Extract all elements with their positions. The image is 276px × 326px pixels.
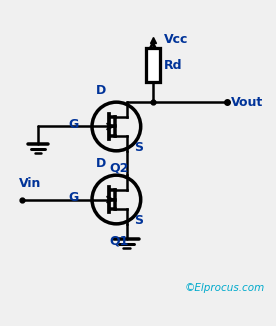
Text: Q2: Q2 (109, 162, 129, 175)
Text: S: S (135, 214, 144, 227)
Text: Vout: Vout (231, 96, 264, 109)
Text: Vin: Vin (19, 177, 41, 190)
Text: Vcc: Vcc (164, 34, 188, 46)
Text: D: D (95, 84, 106, 97)
Text: Rd: Rd (164, 59, 182, 72)
Text: ©Elprocus.com: ©Elprocus.com (185, 283, 265, 293)
Text: G: G (69, 118, 79, 130)
Text: S: S (135, 141, 144, 154)
Text: Q1: Q1 (109, 235, 129, 248)
Bar (146, 48, 160, 82)
Text: G: G (69, 191, 79, 203)
Text: D: D (95, 157, 106, 170)
